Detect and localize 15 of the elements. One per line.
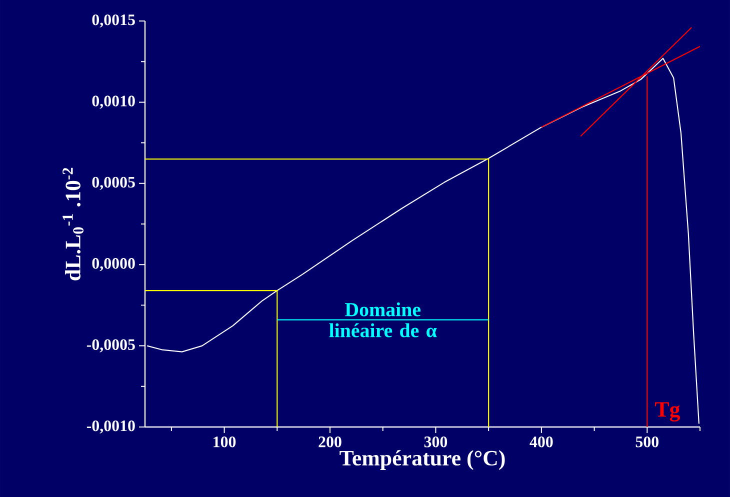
x-tick-label: 300 xyxy=(424,436,448,448)
x-axis-title: Température (°C) xyxy=(340,450,505,470)
y-tick-label: -0,0010 xyxy=(86,420,135,434)
y-tick-label: 0,0015 xyxy=(92,14,135,28)
y-tick-label: 0,0010 xyxy=(92,96,135,109)
y-tick-label: 0,0005 xyxy=(92,176,135,190)
x-tick-label: 100 xyxy=(214,436,236,448)
x-tick-label: 200 xyxy=(318,436,342,448)
y-tick-label: 0,0000 xyxy=(92,258,135,272)
y-axis-title: dL.L$_{0}$$^{-1}$ .10$^{-2}$ xyxy=(62,168,84,280)
series-label: Domaine linéaire de α xyxy=(329,302,437,338)
y-tick-label: -0,0005 xyxy=(86,339,135,352)
x-tick-label: 500 xyxy=(636,436,658,448)
x-tick-label: 400 xyxy=(530,436,553,448)
series-label: Tg xyxy=(655,402,680,422)
